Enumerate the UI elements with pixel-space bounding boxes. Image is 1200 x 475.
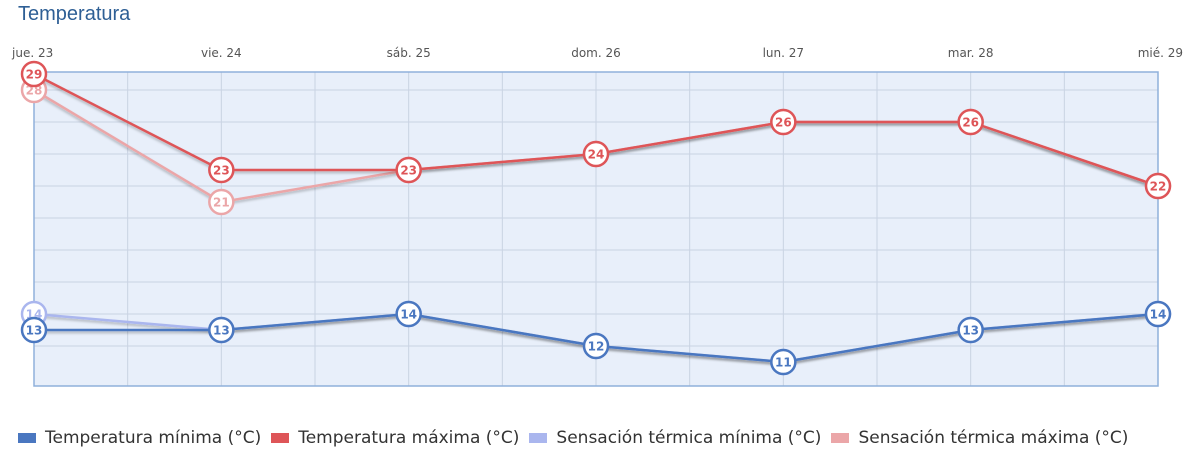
legend-swatch-feel-min xyxy=(529,433,548,443)
x-tick-label: mié. 29 xyxy=(1138,46,1183,60)
data-point xyxy=(582,332,610,360)
legend-item-max[interactable]: Temperatura máxima (°C) xyxy=(271,428,519,448)
data-label: 26 xyxy=(962,116,979,130)
data-label: 23 xyxy=(213,164,230,178)
data-point xyxy=(1144,300,1172,328)
legend-item-min[interactable]: Temperatura mínima (°C) xyxy=(18,428,261,448)
data-point xyxy=(395,156,422,184)
data-label: 13 xyxy=(26,324,43,338)
data-label: 12 xyxy=(588,340,605,354)
legend-item-feel-min[interactable]: Sensación térmica mínima (°C) xyxy=(529,428,821,448)
x-tick-label: mar. 28 xyxy=(948,46,994,60)
legend-label-max: Temperatura máxima (°C) xyxy=(298,428,520,448)
data-point xyxy=(20,60,48,88)
x-tick-label: sáb. 25 xyxy=(387,46,431,60)
x-tick-label: lun. 27 xyxy=(763,46,804,60)
data-point xyxy=(395,300,422,328)
series-temp-max: 29 23 23 24 26 26 22 xyxy=(20,60,1172,200)
data-point xyxy=(770,348,797,376)
data-label: 13 xyxy=(962,324,979,338)
legend-swatch-max xyxy=(271,433,290,443)
chart-legend: Temperatura mínima (°C) Temperatura máxi… xyxy=(18,428,1138,448)
data-point xyxy=(208,316,235,344)
data-point xyxy=(957,316,984,344)
legend-swatch-feel-max xyxy=(831,433,850,443)
data-point xyxy=(957,108,984,136)
data-label: 14 xyxy=(400,308,417,322)
x-tick-label: dom. 26 xyxy=(571,46,621,60)
data-label: 23 xyxy=(400,164,417,178)
data-point xyxy=(20,316,48,344)
chart-title: Temperatura xyxy=(18,3,131,25)
data-point xyxy=(582,140,610,168)
legend-label-min: Temperatura mínima (°C) xyxy=(45,428,262,448)
data-point xyxy=(770,108,797,136)
legend-swatch-min xyxy=(18,433,36,443)
data-label: 11 xyxy=(775,356,792,370)
data-label: 22 xyxy=(1150,180,1167,194)
data-point xyxy=(208,188,235,216)
data-label: 29 xyxy=(26,68,43,82)
data-label: 14 xyxy=(1150,308,1167,322)
data-label: 28 xyxy=(26,84,43,98)
plot-border xyxy=(33,71,1159,387)
temperature-chart: jue. 23 vie. 24 sáb. 25 dom. 26 lun. 27 mar. … xyxy=(11,46,1183,387)
data-label: 26 xyxy=(775,116,792,130)
legend-label-feel-min: Sensación térmica mínima (°C) xyxy=(556,428,822,448)
x-tick-label: jue. 23 xyxy=(11,46,53,60)
data-label: 13 xyxy=(213,324,230,338)
legend-label-feel-max: Sensación térmica máxima (°C) xyxy=(858,428,1129,448)
data-label: 21 xyxy=(213,196,230,210)
series-temp-min: 13 13 14 12 11 13 14 xyxy=(20,300,1172,376)
data-label: 24 xyxy=(588,148,605,162)
data-point xyxy=(1144,172,1172,200)
data-point xyxy=(208,156,235,184)
x-tick-label: vie. 24 xyxy=(201,46,242,60)
legend-item-feel-max[interactable]: Sensación térmica máxima (°C) xyxy=(831,428,1128,448)
